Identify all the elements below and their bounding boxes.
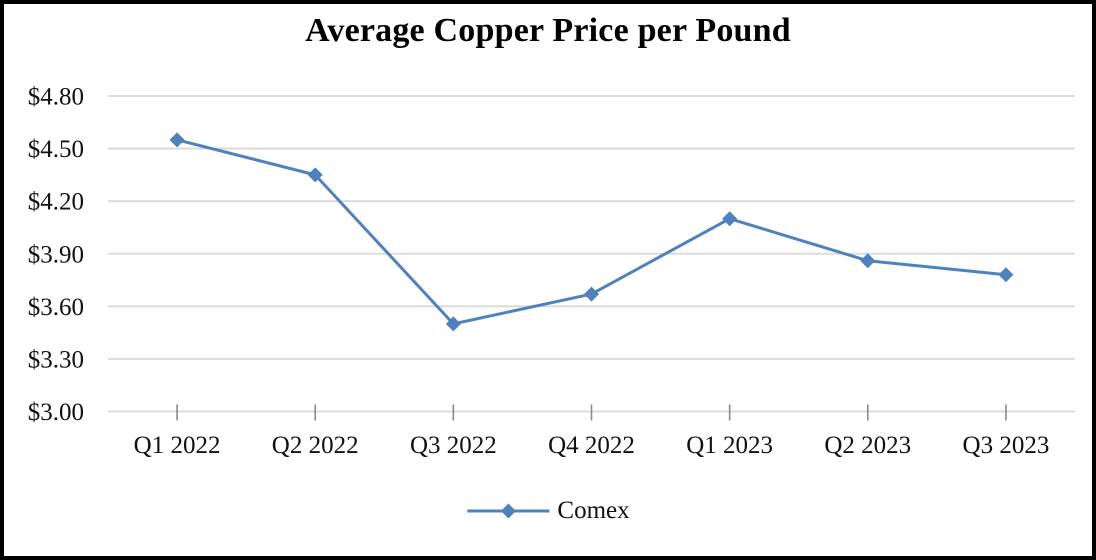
y-axis-tick-label: $4.20 [28, 189, 84, 216]
x-axis-tick-label: Q1 2022 [134, 432, 221, 459]
legend-label-comex: Comex [557, 497, 630, 524]
legend-marker-comex [467, 503, 550, 518]
data-point-marker [169, 132, 185, 148]
x-axis-tick-label: Q1 2023 [686, 432, 773, 459]
x-axis-tick-label: Q3 2023 [963, 432, 1050, 459]
x-axis-tick-label: Q2 2022 [272, 432, 359, 459]
data-point-marker [307, 167, 323, 183]
y-axis-tick-label: $4.50 [28, 136, 84, 163]
data-point-marker [998, 267, 1014, 283]
data-point-marker [860, 253, 876, 269]
data-point-marker [445, 316, 461, 332]
legend: Comex [466, 497, 630, 524]
data-point-marker [722, 211, 738, 227]
x-axis-tick-label: Q4 2022 [548, 432, 635, 459]
x-axis-tick-label: Q2 2023 [824, 432, 911, 459]
y-axis-tick-label: $3.30 [28, 346, 84, 373]
data-point-marker [584, 286, 599, 302]
y-axis-tick-label: $3.00 [28, 399, 84, 426]
chart-title: Average Copper Price per Pound [305, 12, 791, 49]
x-axis-tick-label: Q3 2022 [410, 432, 497, 459]
y-axis-tick-label: $3.60 [28, 294, 84, 321]
y-axis-tick-label: $3.90 [28, 241, 84, 268]
y-axis-tick-label: $4.80 [28, 84, 84, 111]
